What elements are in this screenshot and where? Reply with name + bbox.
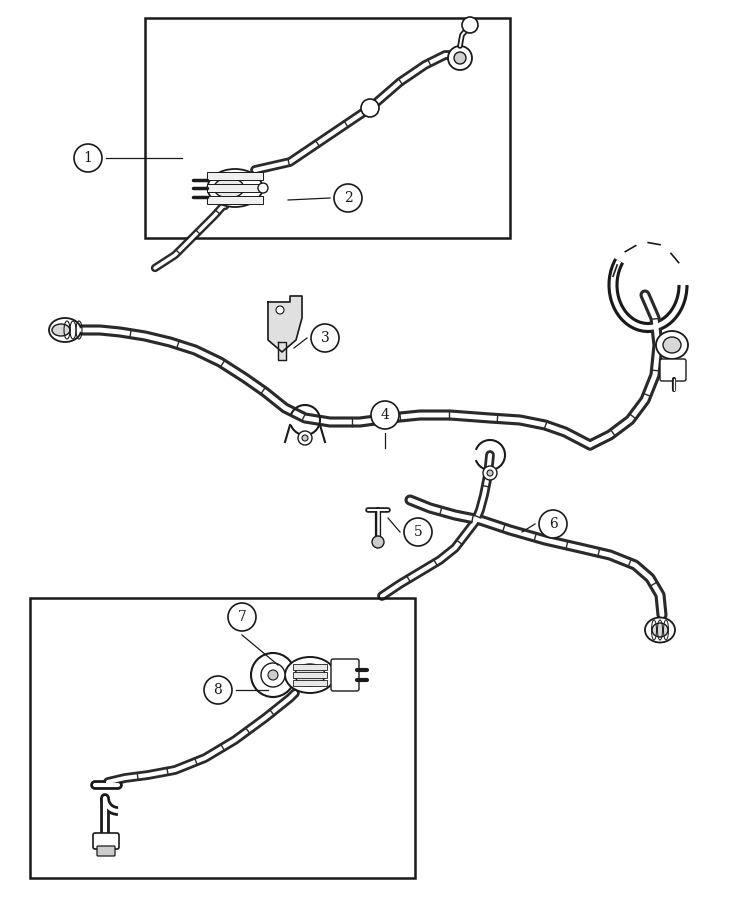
Circle shape <box>404 518 432 546</box>
Circle shape <box>361 99 379 117</box>
Circle shape <box>334 184 362 212</box>
Polygon shape <box>278 342 286 360</box>
Text: 6: 6 <box>548 517 557 531</box>
Bar <box>293 664 327 670</box>
Circle shape <box>302 435 308 441</box>
Circle shape <box>372 536 384 548</box>
Bar <box>293 672 327 678</box>
Text: 2: 2 <box>344 191 353 205</box>
Circle shape <box>539 510 567 538</box>
Bar <box>207 196 263 204</box>
Circle shape <box>448 46 472 70</box>
Circle shape <box>311 324 339 352</box>
Circle shape <box>251 653 295 697</box>
FancyBboxPatch shape <box>97 846 115 856</box>
Circle shape <box>258 183 268 193</box>
Circle shape <box>483 466 497 480</box>
Ellipse shape <box>49 318 81 342</box>
Circle shape <box>261 663 285 687</box>
Text: 4: 4 <box>381 408 390 422</box>
Circle shape <box>371 401 399 429</box>
Bar <box>145 18 510 238</box>
FancyBboxPatch shape <box>93 833 119 849</box>
Ellipse shape <box>656 331 688 359</box>
Bar <box>207 172 263 180</box>
Ellipse shape <box>52 324 70 336</box>
Ellipse shape <box>214 178 244 198</box>
Ellipse shape <box>652 623 668 637</box>
Circle shape <box>454 52 466 64</box>
Ellipse shape <box>285 657 335 693</box>
Text: 8: 8 <box>213 683 222 697</box>
Text: 1: 1 <box>84 151 93 165</box>
Circle shape <box>487 470 493 476</box>
Bar <box>207 184 263 192</box>
Text: 5: 5 <box>413 525 422 539</box>
Ellipse shape <box>295 664 325 686</box>
FancyBboxPatch shape <box>331 659 359 691</box>
Circle shape <box>298 431 312 445</box>
Bar <box>293 680 327 686</box>
Circle shape <box>228 603 256 631</box>
Ellipse shape <box>645 617 675 643</box>
Ellipse shape <box>207 169 262 207</box>
Circle shape <box>462 17 478 33</box>
Bar <box>30 598 415 878</box>
Circle shape <box>204 676 232 704</box>
Text: 7: 7 <box>238 610 247 624</box>
FancyBboxPatch shape <box>660 359 686 381</box>
Polygon shape <box>268 296 302 352</box>
Circle shape <box>268 670 278 680</box>
Circle shape <box>276 306 284 314</box>
Text: 3: 3 <box>321 331 330 345</box>
Circle shape <box>74 144 102 172</box>
Ellipse shape <box>663 337 681 353</box>
